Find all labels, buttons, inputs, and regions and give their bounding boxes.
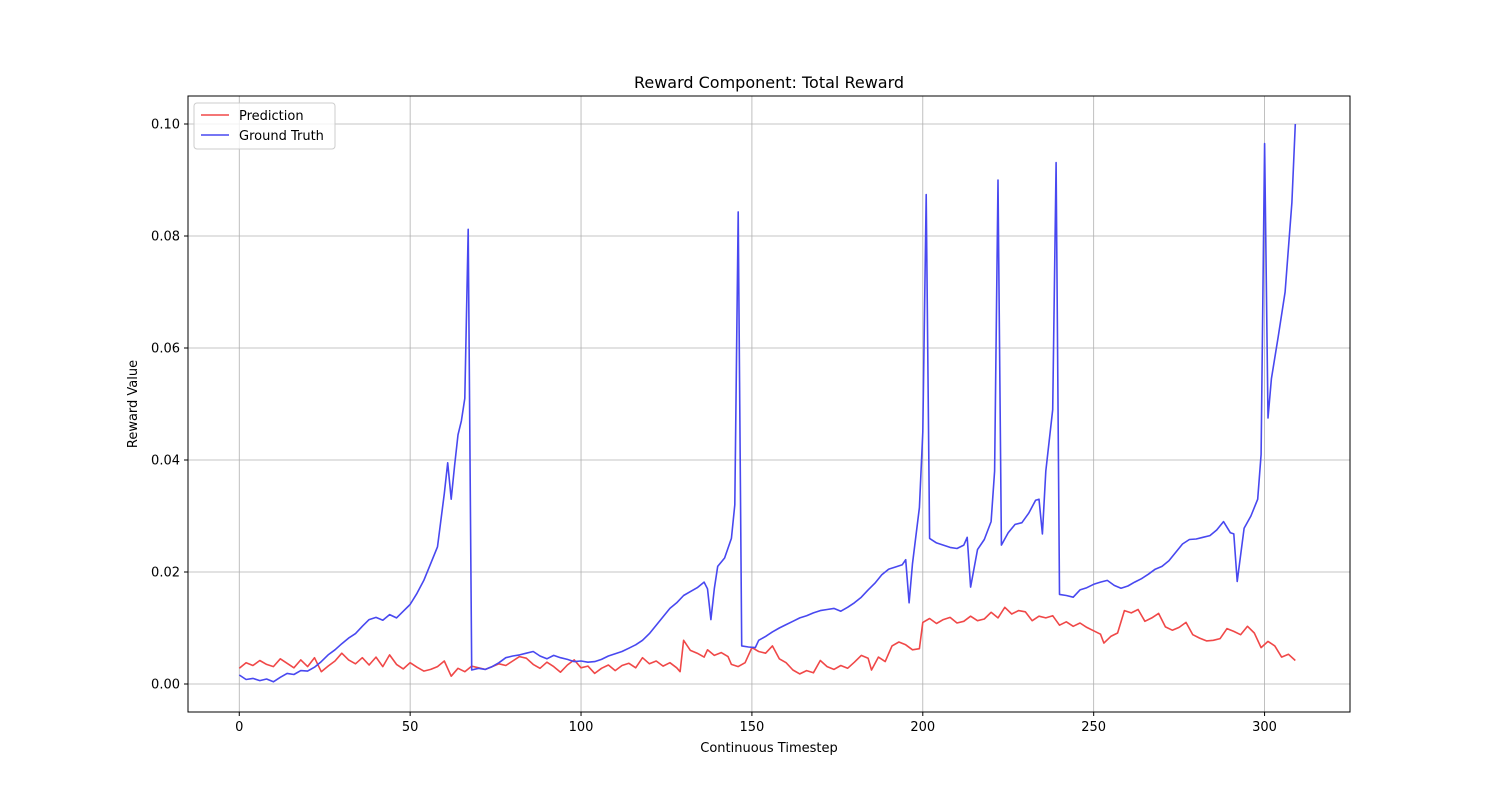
series-line-ground-truth xyxy=(238,123,1297,683)
x-tick-label: 0 xyxy=(235,720,243,735)
y-tick-label: 0.00 xyxy=(151,678,180,693)
y-tick-label: 0.02 xyxy=(151,566,180,581)
legend: Prediction Ground Truth xyxy=(193,102,336,150)
x-tick-label: 300 xyxy=(1252,720,1277,735)
x-tick-label: 50 xyxy=(402,720,419,735)
ticks: 0 50 100 150 200 250 300 0.00 0.02 0.04 0.06 0.08 0.… xyxy=(151,118,1277,736)
series-line-prediction xyxy=(238,606,1296,677)
x-tick-label: 200 xyxy=(910,720,935,735)
x-tick-label: 100 xyxy=(569,720,594,735)
legend-box xyxy=(193,102,336,150)
legend-label-ground-truth: Ground Truth xyxy=(239,129,324,144)
grid xyxy=(188,96,1350,712)
y-tick-label: 0.08 xyxy=(151,230,180,245)
x-axis-label: Continuous Timestep xyxy=(700,741,838,756)
y-tick-label: 0.04 xyxy=(151,454,180,469)
legend-label-prediction: Prediction xyxy=(239,109,304,124)
y-tick-label: 0.06 xyxy=(151,342,180,357)
y-tick-label: 0.10 xyxy=(151,118,180,133)
x-tick-label: 150 xyxy=(739,720,764,735)
chart-title: Reward Component: Total Reward xyxy=(634,73,904,92)
series-layer xyxy=(238,123,1297,683)
plot-frame xyxy=(187,95,1351,713)
x-tick-label: 250 xyxy=(1081,720,1106,735)
y-axis-label: Reward Value xyxy=(126,360,141,448)
